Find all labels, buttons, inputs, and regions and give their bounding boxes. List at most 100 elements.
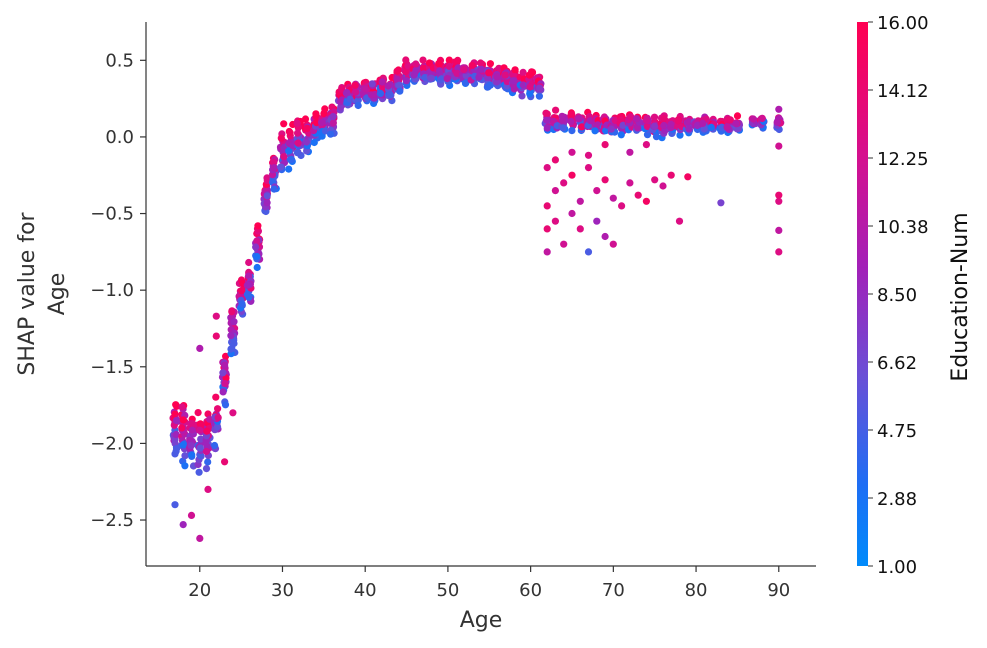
scatter-point [643, 131, 652, 139]
scatter-point [402, 77, 410, 85]
scatter-point [238, 300, 246, 308]
scatter-point [642, 197, 651, 205]
scatter-point [338, 85, 346, 93]
scatter-point [402, 56, 410, 64]
scatter-point [749, 115, 757, 123]
scatter-point [576, 197, 584, 205]
scatter-point [286, 129, 294, 137]
colorbar-tick-label: 2.88 [877, 489, 917, 510]
scatter-point [337, 103, 345, 111]
scatter-point [212, 312, 220, 320]
scatter-point [327, 130, 335, 138]
scatter-point [301, 115, 310, 123]
scatter-point [609, 240, 617, 248]
scatter-point [602, 127, 610, 135]
x-axis-ticks: 20 30 40 50 60 70 80 90 [188, 566, 790, 601]
scatter-point [312, 112, 320, 120]
scatter-point [775, 248, 783, 256]
scatter-point [187, 442, 195, 450]
scatter-point [454, 64, 462, 72]
scatter-point [196, 444, 204, 452]
scatter-point [303, 124, 311, 132]
scatter-point [202, 447, 210, 456]
scatter-point [238, 287, 246, 295]
scatter-points [169, 56, 785, 543]
scatter-point [270, 185, 278, 193]
scatter-point [427, 74, 435, 82]
scatter-point [196, 344, 204, 352]
scatter-point [651, 122, 659, 130]
scatter-point [468, 61, 476, 69]
scatter-point [351, 81, 359, 89]
scatter-point [700, 125, 708, 133]
scatter-point [178, 424, 186, 432]
scatter-point [667, 120, 675, 128]
y-axis-label-line-1: SHAP value for [15, 211, 40, 375]
scatter-point [293, 149, 301, 157]
scatter-point [228, 308, 236, 316]
scatter-point [568, 148, 576, 156]
y-axis-label-line-2: Age [45, 273, 70, 316]
colorbar-tick-label: 16.00 [877, 13, 929, 34]
scatter-point [535, 92, 544, 100]
scatter-point [202, 465, 211, 473]
y-tick-label: −0.5 [90, 204, 134, 225]
scatter-point [253, 263, 261, 272]
scatter-point [601, 176, 609, 184]
scatter-point [277, 163, 285, 171]
x-tick-label: 50 [436, 580, 459, 601]
colorbar-tick-label: 10.38 [877, 217, 929, 238]
scatter-point [213, 423, 222, 431]
y-tick-label: −2.0 [90, 433, 134, 454]
scatter-point [221, 458, 229, 466]
x-tick-label: 80 [685, 580, 708, 601]
scatter-point [584, 164, 593, 172]
scatter-point [543, 124, 551, 132]
scatter-point [221, 380, 229, 388]
y-tick-label: −1.0 [90, 280, 134, 301]
scatter-point [212, 332, 220, 340]
colorbar-ticks: 16.00 14.12 12.25 10.38 8.50 6.62 4.75 2.88 1.00 [868, 13, 929, 578]
scatter-point [627, 113, 635, 121]
scatter-point [412, 60, 420, 68]
scatter-point [203, 427, 211, 435]
scatter-point [179, 521, 187, 529]
scatter-point [511, 66, 519, 74]
scatter-point [280, 120, 288, 128]
scatter-point [601, 141, 609, 149]
scatter-point [626, 148, 634, 156]
scatter-point [310, 138, 318, 147]
x-tick-label: 60 [519, 580, 542, 601]
scatter-point [181, 452, 189, 460]
scatter-point [633, 115, 641, 123]
colorbar-label: Education-Num [948, 212, 973, 381]
scatter-point [634, 191, 642, 199]
scatter-point [343, 90, 351, 98]
scatter-point [699, 119, 707, 127]
scatter-point [270, 164, 278, 172]
scatter-point [253, 252, 261, 261]
scatter-point [684, 173, 692, 181]
y-tick-label: 0.0 [105, 127, 134, 148]
scatter-point [601, 232, 609, 241]
y-tick-label: 0.5 [105, 50, 134, 71]
scatter-point [560, 179, 568, 187]
scatter-point [609, 194, 617, 202]
scatter-point [172, 416, 180, 425]
scatter-point [651, 176, 659, 184]
scatter-point [221, 401, 230, 409]
scatter-point [551, 217, 560, 225]
scatter-point [584, 151, 593, 159]
x-tick-label: 20 [188, 580, 211, 601]
scatter-point [460, 65, 468, 74]
colorbar-tick-label: 6.62 [877, 353, 917, 374]
scatter-point [263, 192, 271, 200]
scatter-point [594, 121, 602, 129]
scatter-point [642, 141, 651, 149]
scatter-point [302, 138, 310, 146]
scatter-point [410, 71, 418, 79]
scatter-point [567, 117, 575, 126]
scatter-point [652, 133, 661, 141]
scatter-point [643, 122, 651, 131]
scatter-point [486, 60, 494, 68]
